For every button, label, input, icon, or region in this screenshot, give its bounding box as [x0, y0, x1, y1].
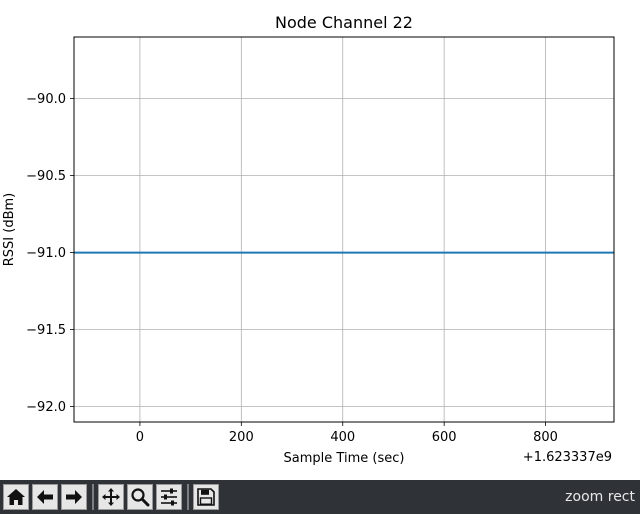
back-button[interactable] — [32, 484, 58, 510]
axes-frame — [73, 36, 615, 423]
toolbar-status-text: zoom rect — [565, 489, 635, 505]
figure-background — [0, 0, 640, 480]
zoom-button[interactable] — [127, 484, 153, 510]
chart-title: Node Channel 22 — [275, 13, 413, 32]
x-tick-label: 800 — [533, 430, 558, 445]
sliders-icon — [161, 488, 177, 506]
arrow-left-icon — [37, 490, 53, 504]
save-button[interactable] — [193, 484, 219, 510]
y-tick-label: −91.5 — [26, 323, 66, 338]
toolbar-separator — [92, 484, 94, 510]
y-axis-ticks: −90.0 −90.5 −91.0 −91.5 −92.0 — [26, 92, 74, 415]
arrow-right-icon — [66, 490, 82, 504]
navigation-toolbar: zoom rect — [0, 480, 640, 514]
x-axis-offset-label: +1.623337e9 — [523, 450, 612, 465]
pan-button[interactable] — [98, 484, 124, 510]
configure-subplots-button[interactable] — [156, 484, 182, 510]
grid-lines — [74, 37, 614, 422]
home-icon — [7, 489, 25, 505]
forward-button[interactable] — [61, 484, 87, 510]
y-axis-label: RSSI (dBm) — [2, 193, 17, 266]
magnifier-icon — [131, 488, 150, 507]
y-tick-label: −90.5 — [26, 169, 66, 184]
y-tick-label: −92.0 — [26, 400, 66, 415]
x-tick-label: 600 — [432, 430, 457, 445]
x-tick-label: 0 — [136, 430, 144, 445]
floppy-disk-icon — [197, 488, 215, 506]
move-icon — [102, 488, 120, 506]
y-tick-label: −91.0 — [26, 246, 66, 261]
plot-figure: 0 200 400 600 800 −90.0−90.5−91.0−91.5−92.0 … — [0, 0, 640, 480]
home-button[interactable] — [3, 484, 29, 510]
x-axis-label: Sample Time (sec) — [284, 451, 405, 466]
y-tick-label: −90.0 — [26, 92, 66, 107]
x-axis-ticks: 0 200 400 600 800 — [136, 422, 558, 445]
x-tick-label: 200 — [229, 430, 254, 445]
toolbar-separator — [187, 484, 189, 510]
x-tick-label: 400 — [330, 430, 355, 445]
